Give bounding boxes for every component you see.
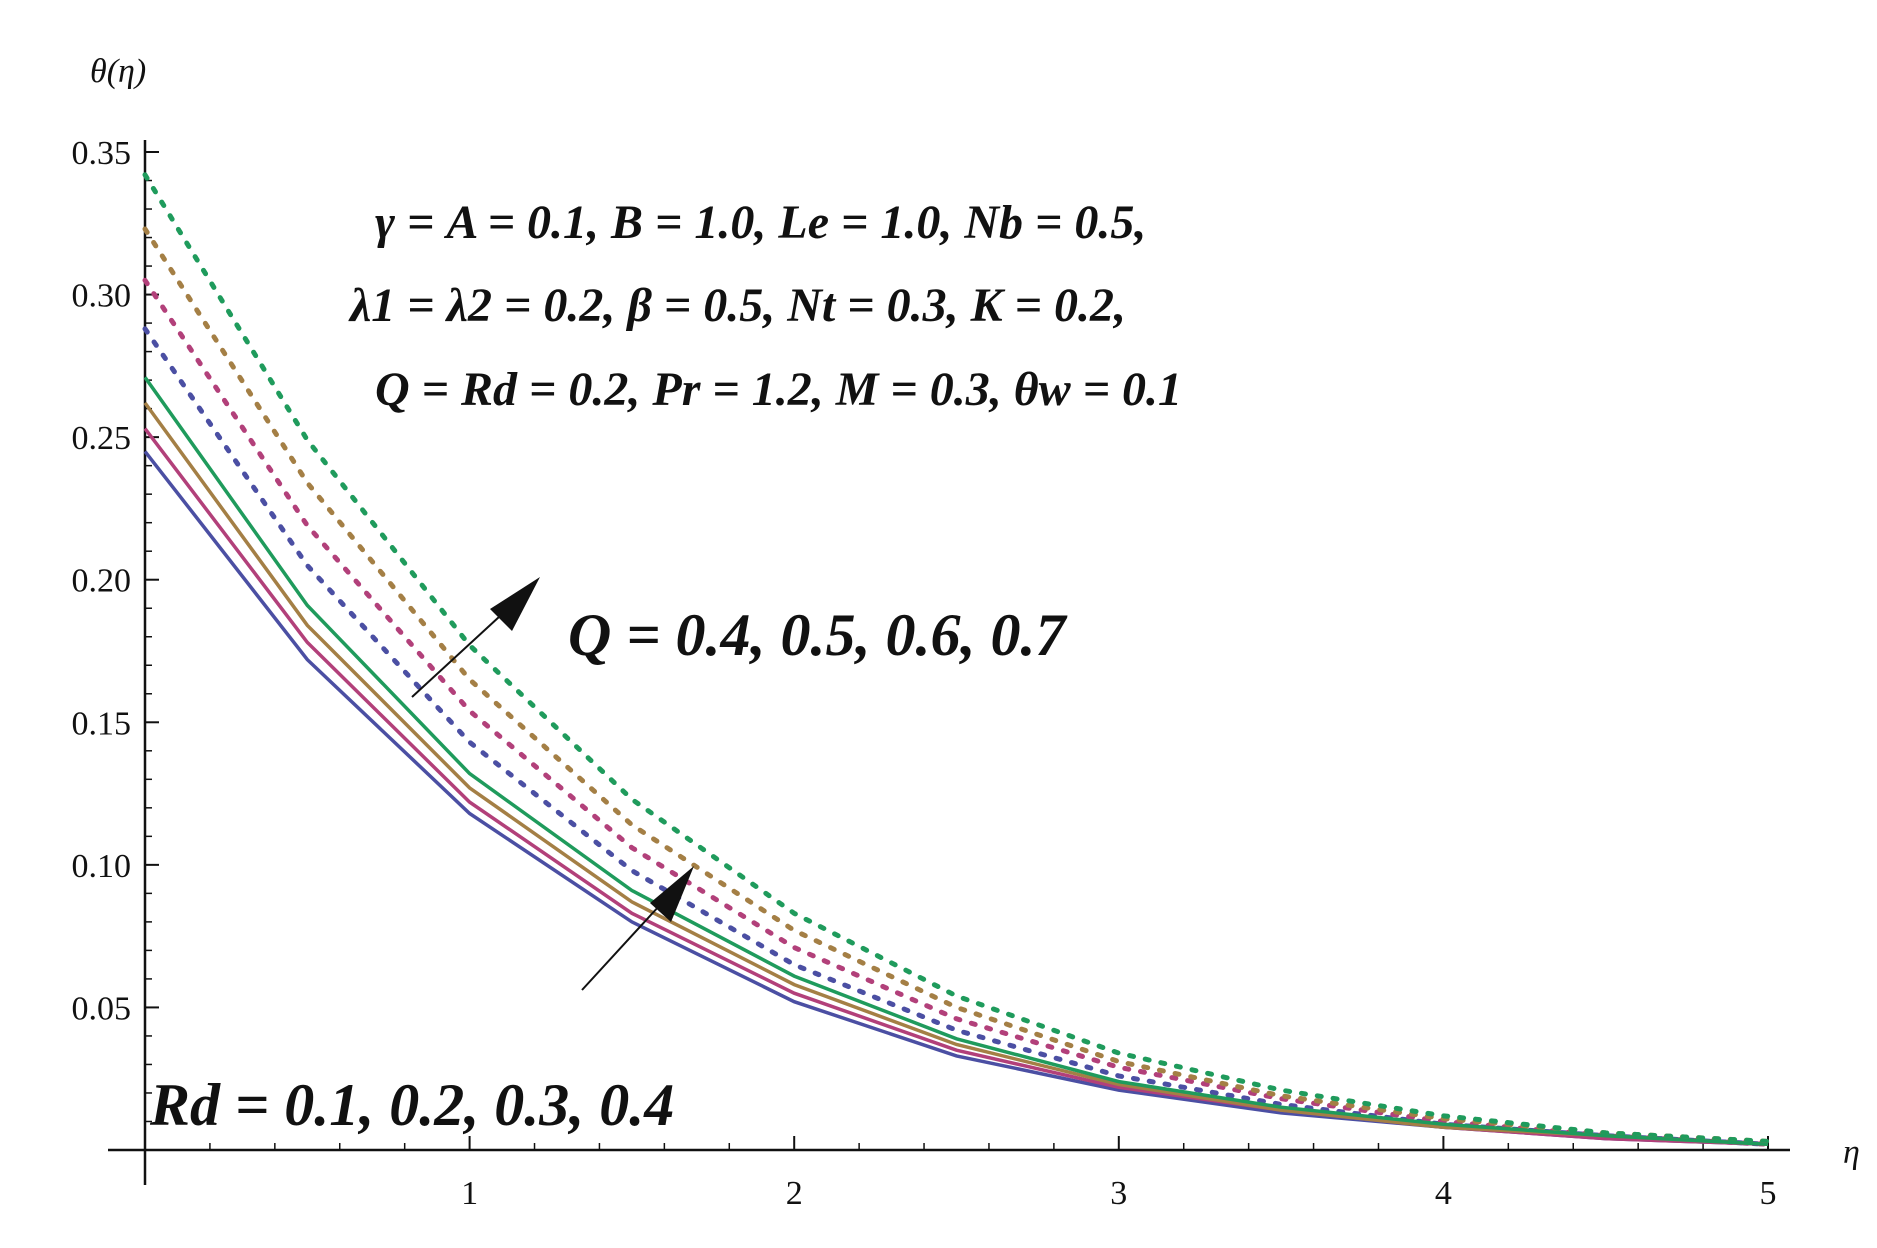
x-tick-label: 1 <box>461 1175 478 1212</box>
q-arrow-head <box>490 577 540 631</box>
rd-series-line <box>143 376 1769 1147</box>
q-arrow-shaft <box>411 604 513 698</box>
y-tick-label: 0.10 <box>72 848 132 885</box>
rd-arrow-head <box>650 866 694 922</box>
y-tick-label: 0.35 <box>72 135 132 172</box>
x-tick-label: 4 <box>1435 1175 1452 1212</box>
parameter-line-1: γ = A = 0.1, B = 1.0, Le = 1.0, Nb = 0.5… <box>375 196 1146 249</box>
q-series-line <box>142 172 1771 1144</box>
arrows <box>411 577 694 991</box>
parameter-line-2: λ1 = λ2 = 0.2, β = 0.5, Nt = 0.3, K = 0.… <box>348 279 1126 332</box>
ticks: 1 2 3 4 5 0.05 0.10 0.15 0.20 0.25 0.30 0.35 <box>72 135 1777 1212</box>
x-axis-label: η <box>1843 1134 1860 1171</box>
y-axis-label: θ(η) <box>90 53 146 90</box>
series-group <box>142 172 1771 1147</box>
q-series-label: Q = 0.4, 0.5, 0.6, 0.7 <box>568 602 1068 668</box>
rd-series-label: Rd = 0.1, 0.2, 0.3, 0.4 <box>149 1072 674 1138</box>
y-tick-label: 0.30 <box>72 278 132 315</box>
y-tick-label: 0.25 <box>72 420 132 457</box>
x-tick-label: 3 <box>1110 1175 1127 1212</box>
rd-series-line <box>143 401 1769 1147</box>
axes <box>108 140 1790 1185</box>
x-tick-label: 5 <box>1760 1175 1777 1212</box>
y-tick-label: 0.05 <box>72 990 132 1027</box>
y-tick-label: 0.20 <box>72 563 132 600</box>
annotation-layer: θ(η) η γ = A = 0.1, B = 1.0, Le = 1.0, N… <box>90 53 1860 1171</box>
x-tick-label: 2 <box>786 1175 803 1212</box>
parameter-line-3: Q = Rd = 0.2, Pr = 1.2, M = 0.3, θw = 0.… <box>375 363 1182 416</box>
rd-arrow-shaft <box>581 904 661 991</box>
q-series-line <box>142 277 1771 1147</box>
y-tick-label: 0.15 <box>72 705 132 742</box>
